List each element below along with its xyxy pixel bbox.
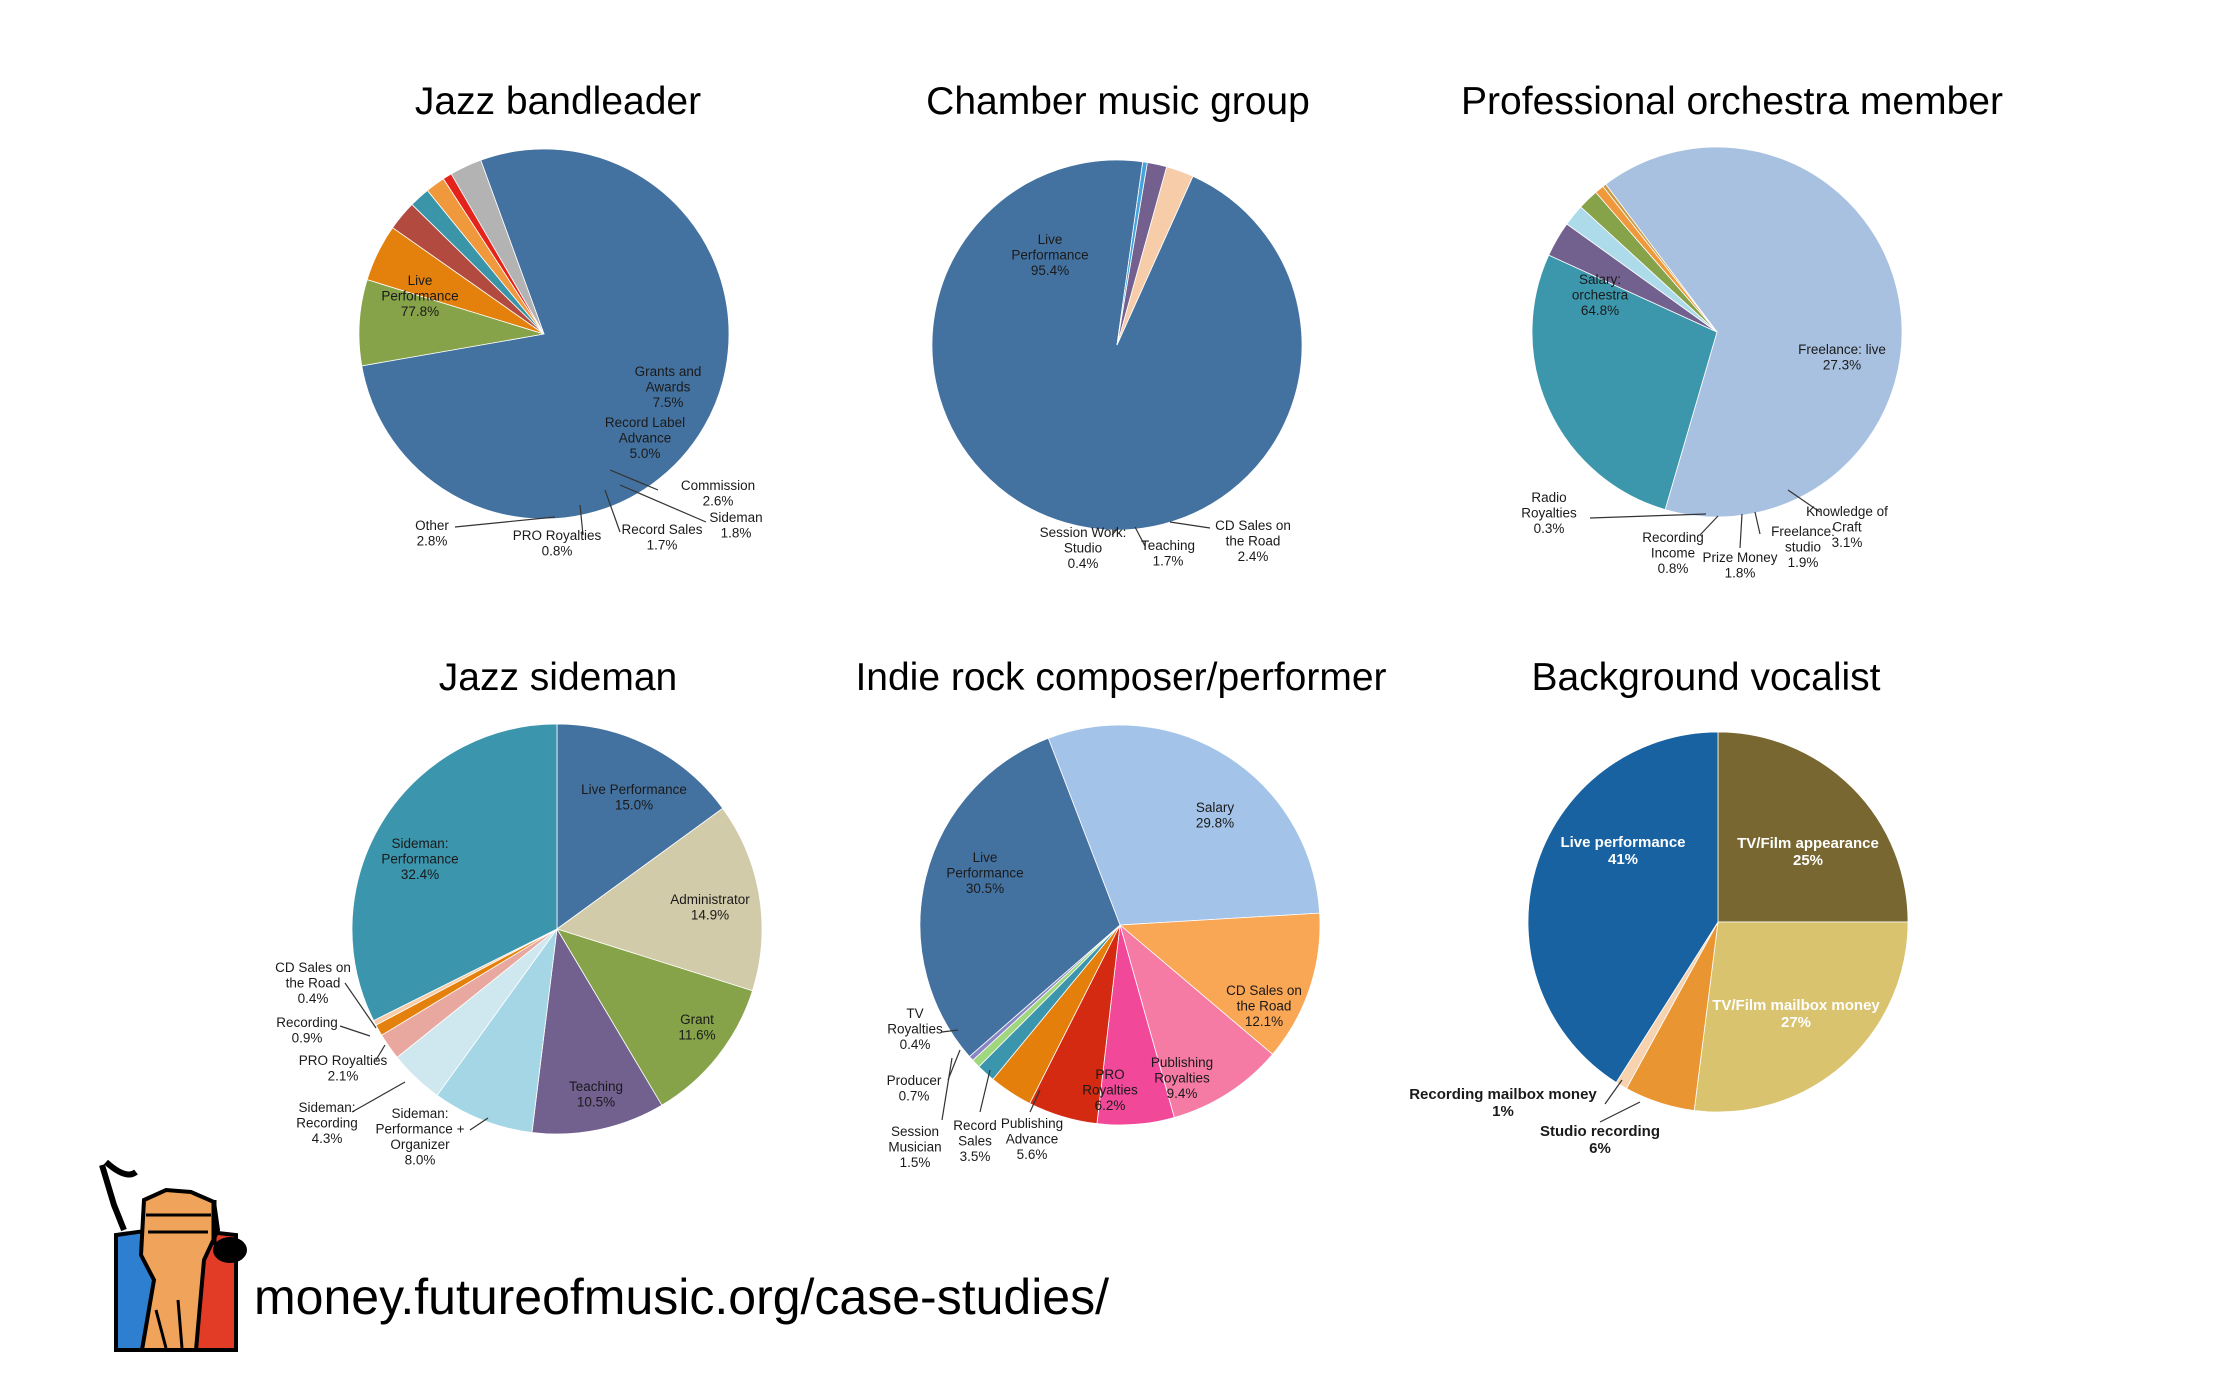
pie-4-leader-7 xyxy=(947,1049,961,1081)
pie-4-slice-0 xyxy=(1047,724,1321,926)
pie-4-label-2: Publishing Royalties 9.4% xyxy=(1151,1055,1213,1101)
pie-0-label-6: PRO Royalties 0.8% xyxy=(513,528,602,559)
pie-4-label-4: Publishing Advance 5.6% xyxy=(1001,1116,1063,1162)
pie-3-label-6: PRO Royalties 2.1% xyxy=(299,1053,388,1084)
pie-2-label-5: Recording Income 0.8% xyxy=(1642,530,1704,576)
pie-3-leader-4 xyxy=(469,1117,489,1131)
raised-fist-music-note-icon xyxy=(99,1160,247,1352)
pie-3-leader-7 xyxy=(339,1025,371,1037)
pie-2-label-2: Knowledge of Craft 3.1% xyxy=(1806,504,1888,550)
pie-4-slice-1 xyxy=(1118,912,1321,1055)
pie-0-label-7: Other 2.8% xyxy=(415,518,449,549)
pie-0-label-5: Record Sales 1.7% xyxy=(621,522,702,553)
chart-title-chamber-music-group: Chamber music group xyxy=(926,80,1310,123)
pie-2-label-6: Radio Royalties 0.3% xyxy=(1521,490,1577,536)
pie-2-label-4: Prize Money 1.8% xyxy=(1702,550,1777,581)
pie-3-label-9: Sideman: Performance 32.4% xyxy=(381,836,458,882)
pie-2-label-0: Salary: orchestra 64.8% xyxy=(1572,272,1629,318)
pie-0-leader-7 xyxy=(454,516,556,528)
footer-url[interactable]: money.futureofmusic.org/case-studies/ xyxy=(254,1269,1110,1325)
chart-title-indie-rock: Indie rock composer/performer xyxy=(855,656,1386,699)
pie-5-label-2: Studio recording 6% xyxy=(1540,1123,1660,1157)
pie-4-slice-9 xyxy=(919,737,1121,1058)
pie-4-label-5: Record Sales 3.5% xyxy=(953,1118,997,1164)
pie-1-label-3: Session Work: Studio 0.4% xyxy=(1040,525,1127,571)
pie-4-leader-8 xyxy=(941,1029,959,1033)
pie-2-slice-1 xyxy=(1531,254,1718,511)
chart-title-jazz-bandleader: Jazz bandleader xyxy=(415,80,701,123)
pie-4-label-8: TV Royalties 0.4% xyxy=(887,1006,943,1052)
pie-2-label-1: Freelance: live 27.3% xyxy=(1798,342,1886,373)
pie-0-leader-6 xyxy=(579,504,584,536)
pie-1-leader-1 xyxy=(1169,521,1211,529)
pie-4-label-9: Live Performance 30.5% xyxy=(946,850,1023,896)
pie-4-label-0: Salary 29.8% xyxy=(1196,800,1235,831)
pie-0-leader-3 xyxy=(609,469,659,491)
pie-4-slice-2 xyxy=(1119,923,1274,1118)
pie-5-label-1: TV/Film mailbox money 27% xyxy=(1712,997,1880,1031)
pie-2-label-3: Freelance: studio 1.9% xyxy=(1771,524,1835,570)
pie-2-leader-6 xyxy=(1589,513,1707,519)
pie-3-label-2: Grant 11.6% xyxy=(678,1012,715,1043)
pie-4-label-7: Producer 0.7% xyxy=(887,1073,942,1104)
pie-1-label-0: Live Performance 95.4% xyxy=(1011,232,1088,278)
pie-3-leader-8 xyxy=(344,982,377,1029)
pie-3-label-7: Recording 0.9% xyxy=(276,1015,338,1046)
pie-3-label-0: Live Performance 15.0% xyxy=(581,782,687,813)
pie-2-leader-5 xyxy=(1699,515,1719,536)
pie-1-label-2: Teaching 1.7% xyxy=(1141,538,1195,569)
pie-4-leader-6 xyxy=(941,1057,953,1121)
pie-4-leader-5 xyxy=(979,1069,991,1113)
pie-3-leader-5 xyxy=(351,1081,406,1113)
pies-group: Live Performance 77.8% Grants and Awards 7.5%… xyxy=(275,146,1909,1170)
pie-3-label-4: Sideman: Performance + Organizer 8.0% xyxy=(376,1106,465,1168)
pie-3-leader-6 xyxy=(375,1044,386,1061)
pie-1-slice-3 xyxy=(1116,161,1148,346)
pie-2-slice-0 xyxy=(1605,146,1903,518)
pie-1-leader-3 xyxy=(1111,527,1119,536)
pie-3-label-8: CD Sales on the Road 0.4% xyxy=(275,960,351,1006)
pie-5-leader-3 xyxy=(1604,1079,1623,1105)
pie-2-leader-2 xyxy=(1787,489,1821,513)
pie-0-slice-7 xyxy=(450,159,545,335)
pie-3-label-1: Administrator 14.9% xyxy=(670,892,750,923)
pie-3-slice-0 xyxy=(556,723,724,930)
pie-0-label-0: Live Performance 77.8% xyxy=(381,273,458,319)
pie-5-slice-4 xyxy=(1527,731,1719,1083)
pie-3-slice-2 xyxy=(556,928,753,1106)
pie-5-label-0: TV/Film appearance 25% xyxy=(1737,835,1879,869)
pie-3-slice-4 xyxy=(436,928,558,1133)
chart-title-jazz-sideman: Jazz sideman xyxy=(439,656,677,699)
pie-2-leader-3 xyxy=(1754,511,1761,535)
pie-3-label-5: Sideman: Recording 4.3% xyxy=(296,1100,358,1146)
pie-5-slice-0 xyxy=(1717,731,1909,923)
pie-3-label-3: Teaching 10.5% xyxy=(569,1079,623,1110)
pie-4-label-3: PRO Royalties 6.2% xyxy=(1082,1067,1138,1113)
pie-0-label-4: Sideman 1.8% xyxy=(709,510,762,541)
chart-title-background-vocalist: Background vocalist xyxy=(1531,656,1880,699)
pie-0-label-2: Record Label Advance 5.0% xyxy=(605,415,685,461)
pie-4-label-1: CD Sales on the Road 12.1% xyxy=(1226,983,1302,1029)
pie-0-slice-0 xyxy=(361,148,730,520)
pie-5-label-4: Live performance 41% xyxy=(1560,834,1685,868)
pie-0-leader-4 xyxy=(619,484,707,523)
pie-4-label-6: Session Musician 1.5% xyxy=(888,1124,941,1170)
pie-3-slice-3 xyxy=(531,927,663,1135)
pie-0-label-3: Commission 2.6% xyxy=(681,478,755,509)
pie-1-leader-2 xyxy=(1134,526,1146,547)
pie-5-slice-1 xyxy=(1693,921,1909,1113)
chart-title-orchestra-member: Professional orchestra member xyxy=(1461,80,2003,123)
pie-0-leader-5 xyxy=(604,489,621,533)
pie-1-label-1: CD Sales on the Road 2.4% xyxy=(1215,518,1291,564)
pie-2-leader-4 xyxy=(1739,513,1743,549)
pie-3-slice-9 xyxy=(351,723,558,1022)
pie-4-leader-4 xyxy=(1029,1089,1041,1113)
pie-0-label-1: Grants and Awards 7.5% xyxy=(635,364,702,410)
pie-5-leader-2 xyxy=(1599,1101,1641,1123)
pie-2-slice-6 xyxy=(1602,183,1718,333)
pie-5-label-3: Recording mailbox money 1% xyxy=(1409,1086,1597,1120)
